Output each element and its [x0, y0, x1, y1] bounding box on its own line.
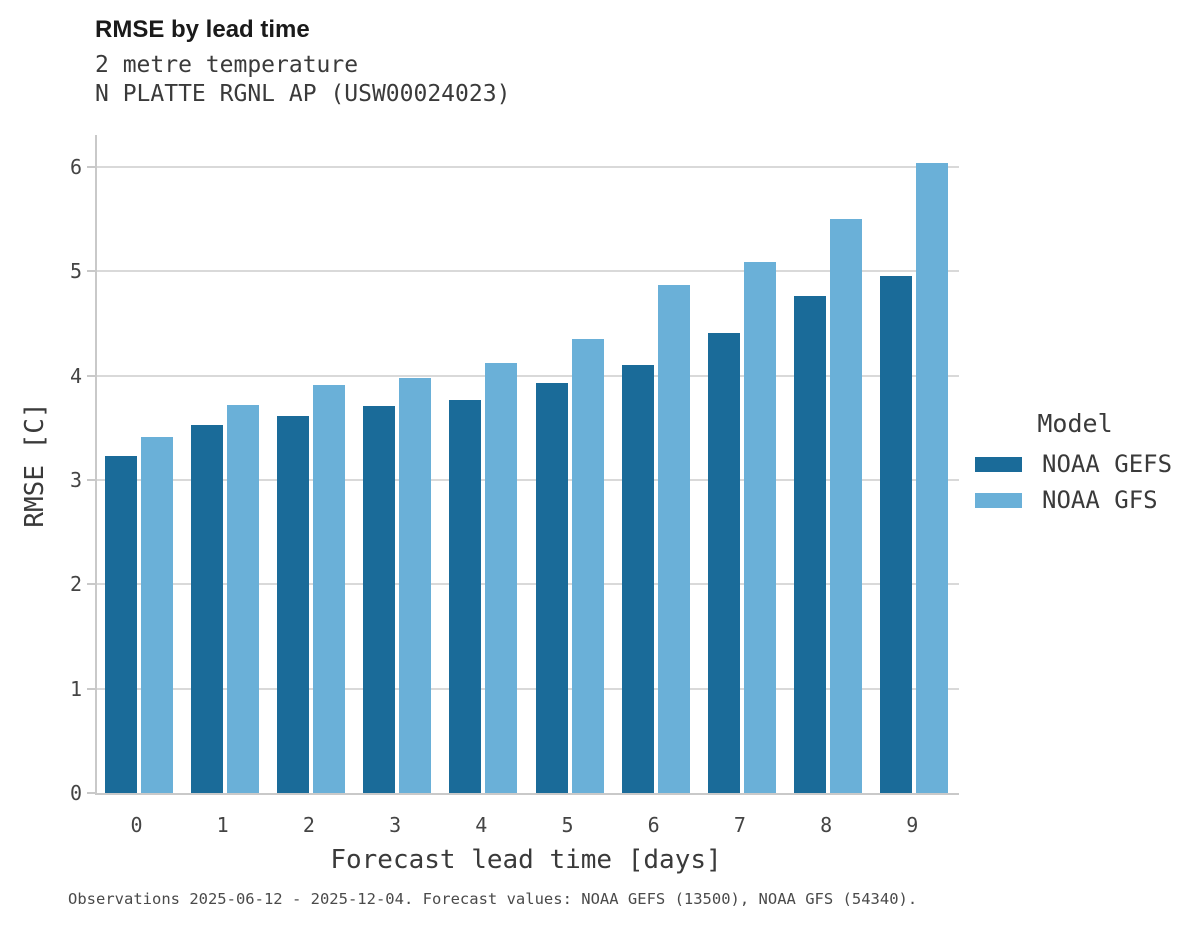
bar-noaa-gfs-lead-4: [485, 363, 518, 793]
x-tick-label-7: 7: [733, 813, 746, 837]
legend: Model NOAA GEFS NOAA GFS: [975, 408, 1175, 514]
legend-swatch-noaa-gfs: [975, 492, 1022, 508]
legend-label: NOAA GFS: [1042, 486, 1158, 514]
legend-item-noaa-gefs: NOAA GEFS: [975, 450, 1175, 478]
caption-text: Observations 2025-06-12 - 2025-12-04. Fo…: [68, 890, 918, 908]
bar-noaa-gefs-lead-2: [276, 416, 309, 793]
legend-items: NOAA GEFS NOAA GFS: [975, 450, 1175, 514]
bar-noaa-gfs-lead-1: [226, 404, 259, 793]
bar-noaa-gefs-lead-9: [880, 275, 913, 793]
y-tick-mark-3: [87, 479, 95, 481]
y-tick-mark-5: [87, 270, 95, 273]
bar-noaa-gefs-lead-4: [449, 399, 482, 793]
x-axis-title: Forecast lead time [days]: [330, 845, 722, 875]
y-tick-label-3: 3: [69, 468, 82, 492]
legend-item-noaa-gfs: NOAA GFS: [975, 486, 1175, 514]
x-tick-label-6: 6: [647, 813, 660, 837]
bar-noaa-gfs-lead-2: [312, 385, 345, 793]
bar-noaa-gefs-lead-7: [707, 332, 740, 793]
x-tick-label-5: 5: [561, 813, 574, 837]
bar-noaa-gfs-lead-9: [916, 162, 949, 793]
x-tick-label-4: 4: [475, 813, 488, 837]
bar-noaa-gefs-lead-5: [535, 382, 568, 793]
chart-subtitle-variable: 2 metre temperature: [95, 52, 359, 78]
gridline-y-2: [97, 583, 959, 586]
bar-noaa-gefs-lead-6: [621, 365, 654, 793]
chart-title: RMSE by lead time: [95, 16, 310, 43]
y-tick-label-0: 0: [69, 781, 82, 805]
gridline-y-1: [97, 687, 959, 690]
bar-noaa-gfs-lead-5: [571, 339, 604, 793]
y-tick-mark-0: [87, 792, 95, 794]
chart-subtitle-station: N PLATTE RGNL AP (USW00024023): [95, 81, 511, 107]
y-tick-label-4: 4: [69, 363, 82, 388]
y-tick-label-6: 6: [69, 155, 82, 180]
y-tick-label-1: 1: [69, 676, 82, 701]
y-tick-mark-2: [87, 583, 95, 586]
y-tick-mark-1: [87, 687, 95, 690]
y-tick-mark-6: [87, 166, 95, 169]
gridline-y-4: [97, 374, 959, 377]
gridline-y-5: [97, 270, 959, 273]
bar-noaa-gfs-lead-3: [399, 377, 432, 793]
x-tick-label-3: 3: [389, 813, 402, 837]
bar-noaa-gfs-lead-8: [830, 219, 863, 793]
x-tick-label-2: 2: [302, 813, 315, 837]
bar-noaa-gfs-lead-0: [140, 437, 173, 793]
y-axis-title: RMSE [C]: [20, 402, 50, 528]
legend-swatch-noaa-gefs: [975, 456, 1022, 472]
gridline-y-3: [97, 479, 959, 481]
plot-panel: [95, 135, 959, 795]
legend-label: NOAA GEFS: [1042, 450, 1173, 478]
x-tick-label-0: 0: [130, 813, 143, 837]
bar-noaa-gfs-lead-6: [657, 284, 690, 793]
bar-noaa-gefs-lead-8: [794, 296, 827, 793]
x-tick-label-1: 1: [216, 813, 229, 837]
bar-noaa-gefs-lead-0: [104, 456, 137, 793]
y-tick-mark-4: [87, 374, 95, 377]
y-tick-label-2: 2: [69, 572, 82, 597]
legend-title: Model: [1037, 409, 1113, 438]
bar-noaa-gefs-lead-1: [190, 424, 223, 793]
bar-noaa-gefs-lead-3: [363, 405, 396, 793]
gridline-y-6: [97, 166, 959, 169]
x-tick-label-9: 9: [906, 813, 919, 837]
x-tick-label-8: 8: [820, 813, 833, 837]
y-tick-label-5: 5: [69, 259, 82, 284]
bar-noaa-gfs-lead-7: [743, 261, 776, 793]
